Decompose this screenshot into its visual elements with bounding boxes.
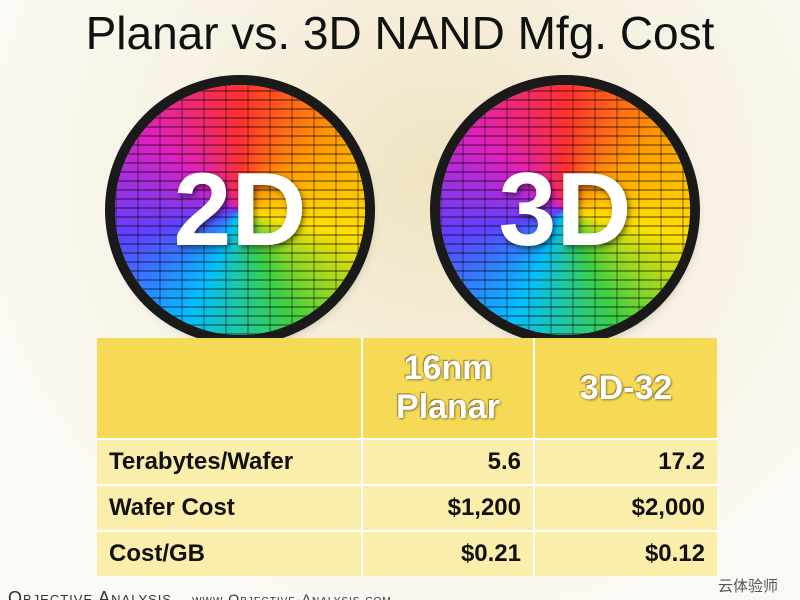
wafer: 3D <box>440 85 690 335</box>
cell: 17.2 <box>533 438 717 485</box>
row-label: Wafer Cost <box>97 484 362 531</box>
cell: $0.21 <box>361 530 534 576</box>
table-row: Terabytes/Wafer 5.6 17.2 <box>97 438 717 485</box>
header-cell: 16nm Planar <box>361 338 534 439</box>
wafer-label: 3D <box>498 151 632 268</box>
table-row: Wafer Cost $1,200 $2,000 <box>97 484 717 531</box>
cell: $2,000 <box>533 484 717 531</box>
cost-table: 16nm Planar 3D-32 Terabytes/Wafer 5.6 17.2… <box>97 338 717 576</box>
cell: 5.6 <box>361 438 534 485</box>
title: Planar vs. 3D NAND Mfg. Cost <box>85 7 715 59</box>
cell: $0.12 <box>533 530 717 576</box>
row-label: Cost/GB <box>97 530 362 576</box>
wafer-label: 2D <box>173 151 307 268</box>
wafer: 2D <box>115 85 365 335</box>
watermark: 云体验师 <box>717 578 778 595</box>
header-cell: 3D-32 <box>533 338 717 439</box>
row-label: Terabytes/Wafer <box>97 438 362 485</box>
header-row: 16nm Planar 3D-32 <box>97 338 717 439</box>
url: www.Objective-Analysis.com <box>192 591 392 600</box>
footer: Objective Analysis www.Objective-Analysis… <box>8 588 392 600</box>
company: Objective Analysis <box>8 588 173 600</box>
cell: $1,200 <box>361 484 534 531</box>
table-row: Cost/GB $0.21 $0.12 <box>97 530 717 576</box>
header-cell <box>97 338 362 439</box>
